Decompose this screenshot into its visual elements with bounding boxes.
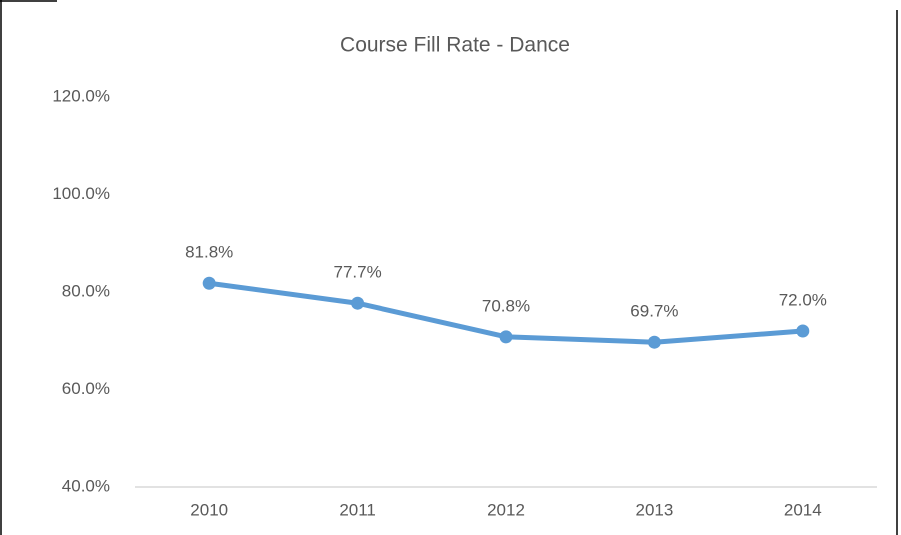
x-tick-label: 2010 (190, 500, 228, 519)
data-label: 69.7% (630, 302, 678, 321)
marker (499, 330, 513, 344)
x-tick-label: 2012 (487, 500, 525, 519)
x-tick-label: 2013 (635, 500, 673, 519)
chart-title: Course Fill Rate - Dance (340, 34, 570, 57)
data-label: 70.8% (482, 296, 530, 315)
y-tick-label: 60.0% (62, 379, 110, 398)
marker (351, 296, 365, 310)
y-tick-label: 40.0% (62, 476, 110, 495)
marker (796, 324, 810, 338)
marker (202, 276, 216, 290)
data-label: 77.7% (333, 263, 381, 282)
data-label: 72.0% (779, 290, 827, 309)
y-tick-label: 80.0% (62, 281, 110, 300)
x-tick-label: 2011 (339, 500, 376, 519)
data-label: 81.8% (185, 243, 233, 262)
x-tick-label: 2014 (784, 500, 822, 519)
marker (647, 335, 661, 349)
y-tick-label: 120.0% (52, 86, 110, 105)
y-tick-label: 100.0% (52, 184, 110, 203)
